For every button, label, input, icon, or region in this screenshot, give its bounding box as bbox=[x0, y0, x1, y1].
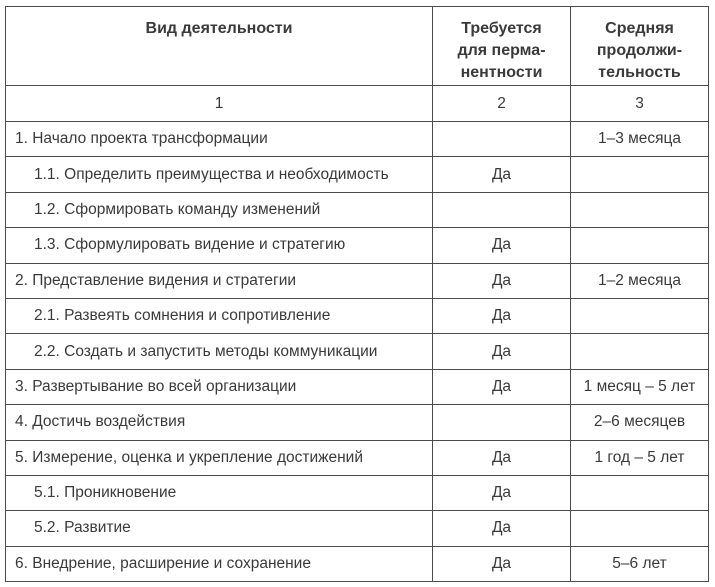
table-row: 4. Достичь воздействия 2–6 месяцев bbox=[5, 404, 709, 441]
activity-cell: 2. Представление видения и стратегии bbox=[5, 262, 433, 299]
column-number-1: 1 bbox=[5, 85, 433, 122]
duration-cell bbox=[570, 156, 709, 193]
header-duration: Средняя продолжи- тельность bbox=[570, 6, 709, 86]
table-row: 1.3. Сформулировать видение и стратегию … bbox=[5, 227, 709, 264]
permanence-cell: Да bbox=[432, 156, 571, 193]
duration-cell: 1 месяц – 5 лет bbox=[570, 368, 709, 406]
activity-cell: 6. Внедрение, расширение и сохранение bbox=[5, 545, 433, 583]
header-activity: Вид деятельности bbox=[5, 6, 433, 86]
table-row: 5.2. Развитие Да bbox=[5, 510, 709, 547]
activity-cell: 2.1. Развеять сомнения и сопротивление bbox=[5, 297, 433, 335]
duration-cell bbox=[570, 227, 709, 264]
activity-cell: 3. Развертывание во всей организации bbox=[5, 368, 433, 406]
permanence-cell: Да bbox=[432, 439, 571, 476]
duration-cell bbox=[570, 510, 709, 547]
table-row: 1. Начало проекта трансформации 1–3 меся… bbox=[5, 120, 709, 158]
permanence-cell: Да bbox=[432, 474, 571, 512]
activity-cell: 1.1. Определить преимущества и необходим… bbox=[5, 156, 433, 193]
activity-cell: 1.2. Сформировать команду изменений bbox=[5, 191, 433, 229]
duration-cell: 1 год – 5 лет bbox=[570, 439, 709, 476]
permanence-cell bbox=[432, 120, 571, 158]
header-permanence: Требуется для перма- нентности bbox=[432, 6, 571, 86]
table-row: 2. Представление видения и стратегии Да … bbox=[5, 262, 709, 299]
activity-cell: 5. Измерение, оценка и укрепление достиж… bbox=[5, 439, 433, 476]
permanence-cell: Да bbox=[432, 545, 571, 583]
activity-cell: 5.1. Проникновение bbox=[5, 474, 433, 512]
table-row: 1.1. Определить преимущества и необходим… bbox=[5, 156, 709, 193]
duration-cell: 1–3 месяца bbox=[570, 120, 709, 158]
table-row: 5. Измерение, оценка и укрепление достиж… bbox=[5, 439, 709, 476]
permanence-cell bbox=[432, 404, 571, 441]
activity-cell: 1.3. Сформулировать видение и стратегию bbox=[5, 227, 433, 264]
duration-cell: 2–6 месяцев bbox=[570, 404, 709, 441]
table-row: 1.2. Сформировать команду изменений bbox=[5, 191, 709, 229]
duration-cell bbox=[570, 191, 709, 229]
table-row: 5.1. Проникновение Да bbox=[5, 474, 709, 512]
activity-table: Вид деятельности Требуется для перма- не… bbox=[5, 6, 709, 583]
permanence-cell: Да bbox=[432, 368, 571, 406]
activity-cell: 4. Достичь воздействия bbox=[5, 404, 433, 441]
table-header-row: Вид деятельности Требуется для перма- не… bbox=[5, 6, 709, 86]
duration-cell bbox=[570, 333, 709, 370]
permanence-cell: Да bbox=[432, 297, 571, 335]
permanence-cell: Да bbox=[432, 262, 571, 299]
permanence-cell bbox=[432, 191, 571, 229]
activity-cell: 2.2. Создать и запустить методы коммуник… bbox=[5, 333, 433, 370]
activity-cell: 1. Начало проекта трансформации bbox=[5, 120, 433, 158]
duration-cell bbox=[570, 297, 709, 335]
permanence-cell: Да bbox=[432, 510, 571, 547]
table-row: 6. Внедрение, расширение и сохранение Да… bbox=[5, 545, 709, 583]
duration-cell: 5–6 лет bbox=[570, 545, 709, 583]
activity-cell: 5.2. Развитие bbox=[5, 510, 433, 547]
duration-cell: 1–2 месяца bbox=[570, 262, 709, 299]
table-row: 2.1. Развеять сомнения и сопротивление Д… bbox=[5, 297, 709, 335]
table-row: 3. Развертывание во всей организации Да … bbox=[5, 368, 709, 406]
table-row: 2.2. Создать и запустить методы коммуник… bbox=[5, 333, 709, 370]
duration-cell bbox=[570, 474, 709, 512]
column-number-2: 2 bbox=[432, 85, 571, 122]
permanence-cell: Да bbox=[432, 227, 571, 264]
column-number-3: 3 bbox=[570, 85, 709, 122]
column-number-row: 1 2 3 bbox=[5, 85, 709, 122]
permanence-cell: Да bbox=[432, 333, 571, 370]
